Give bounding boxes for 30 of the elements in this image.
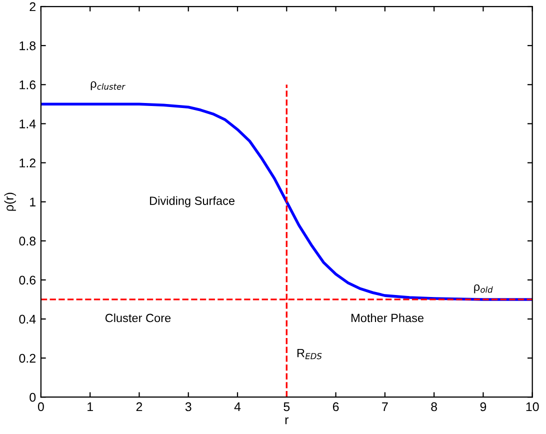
- x-tick-label: 6: [332, 402, 339, 412]
- y-tick-label: 0.4: [19, 314, 36, 324]
- annotation: R$_{EDS}$: [297, 349, 322, 360]
- y-axis-title: ρ(r): [4, 192, 16, 211]
- y-tick-label: 0.8: [19, 236, 36, 246]
- x-tick-label: 8: [431, 402, 438, 412]
- x-tick-label: 3: [185, 402, 192, 412]
- annotation: Cluster Core: [105, 313, 171, 322]
- x-tick-label: 0: [38, 402, 44, 412]
- x-tick-label: 4: [234, 402, 241, 412]
- y-tick-label: 1.8: [20, 41, 36, 50]
- y-tick-label: 1.2: [20, 158, 36, 168]
- y-tick-label: 1.4: [20, 120, 36, 128]
- annotation: Dividing Surface: [150, 196, 234, 208]
- x-tick-label: 5: [284, 402, 290, 412]
- y-tick-label: 0: [30, 392, 36, 402]
- annotation: Mother Phase: [352, 313, 424, 322]
- x-tick-label: 1: [88, 402, 93, 412]
- y-tick-label: 1.6: [20, 80, 36, 90]
- annotation: ρ$_{cluster}$: [90, 81, 126, 90]
- y-tick-label: 1: [30, 198, 36, 206]
- x-tick-label: 9: [480, 402, 486, 412]
- y-tick-label: 0.2: [19, 354, 36, 363]
- x-tick-label: 2: [136, 402, 142, 412]
- y-tick-label: 0.6: [19, 276, 36, 285]
- x-tick-label: 7: [382, 402, 388, 412]
- annotation: ρ$_{old}$: [474, 284, 493, 294]
- x-axis-title: r: [285, 417, 289, 424]
- y-tick-label: 2: [30, 2, 36, 12]
- x-tick-label: 10: [526, 402, 539, 412]
